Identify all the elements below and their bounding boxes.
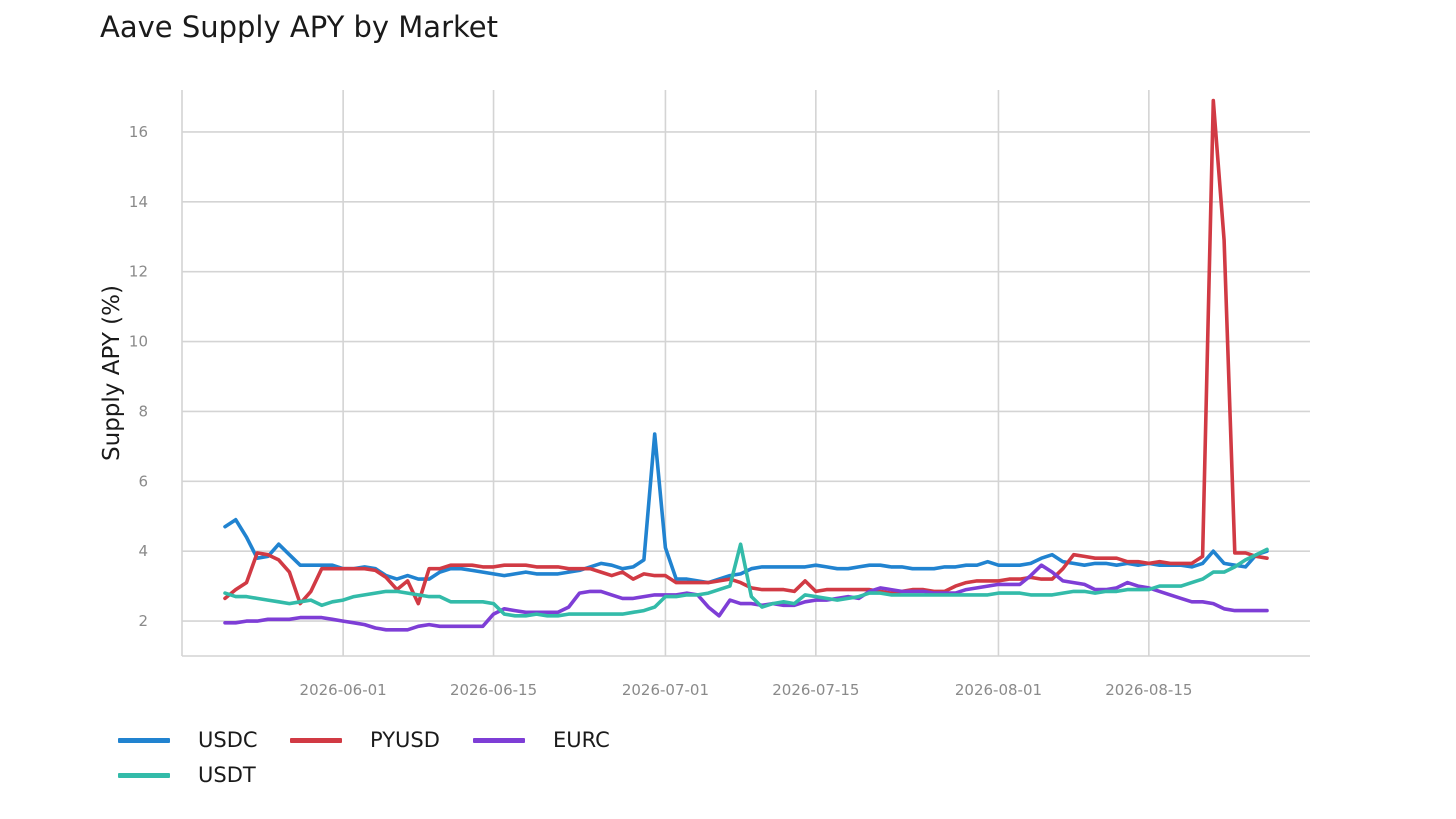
legend-swatch — [290, 737, 342, 743]
legend-label: USDC — [198, 728, 258, 752]
legend-label: EURC — [553, 728, 610, 752]
chart-title: Aave Supply APY by Market — [100, 10, 498, 44]
y-tick-label: 10 — [129, 333, 148, 351]
x-tick-label: 2026-07-15 — [772, 681, 859, 699]
tick-labels: 2 4 6 8 10 12 14 16 2026-06-01 2026-06-15 2026-07-… — [129, 123, 1193, 699]
y-tick-label: 6 — [138, 472, 148, 490]
legend-item-pyusd: PYUSD — [290, 726, 440, 754]
legend-swatch — [118, 737, 170, 743]
series-line-pyusd — [223, 98, 1269, 606]
legend-label: USDT — [198, 763, 256, 787]
legend-swatch — [118, 772, 170, 778]
chart-plot: 2 4 6 8 10 12 14 16 2026-06-01 2026-06-15 2026-07-… — [99, 90, 1310, 699]
x-tick-label: 2026-06-01 — [300, 681, 387, 699]
legend-item-usdc: USDC — [118, 726, 258, 754]
y-tick-label: 12 — [129, 263, 148, 281]
legend-label: PYUSD — [370, 728, 440, 752]
x-tick-label: 2026-06-15 — [450, 681, 537, 699]
y-tick-label: 16 — [129, 123, 148, 141]
legend-item-usdt: USDT — [118, 761, 256, 789]
x-tick-label: 2026-08-01 — [955, 681, 1042, 699]
series-line-usdc — [223, 432, 1269, 585]
y-axis-title: Supply APY (%) — [99, 285, 125, 461]
series-line-eurc — [223, 563, 1269, 632]
series-line-usdt — [223, 542, 1269, 618]
y-tick-label: 8 — [138, 402, 148, 420]
x-tick-label: 2026-07-01 — [622, 681, 709, 699]
y-tick-label: 4 — [138, 542, 148, 560]
x-tick-label: 2026-08-15 — [1105, 681, 1192, 699]
y-tick-label: 2 — [138, 612, 148, 630]
legend-item-eurc: EURC — [473, 726, 610, 754]
grid — [181, 90, 1310, 657]
y-tick-label: 14 — [129, 193, 148, 211]
legend-swatch — [473, 737, 525, 743]
series-lines — [223, 98, 1269, 632]
